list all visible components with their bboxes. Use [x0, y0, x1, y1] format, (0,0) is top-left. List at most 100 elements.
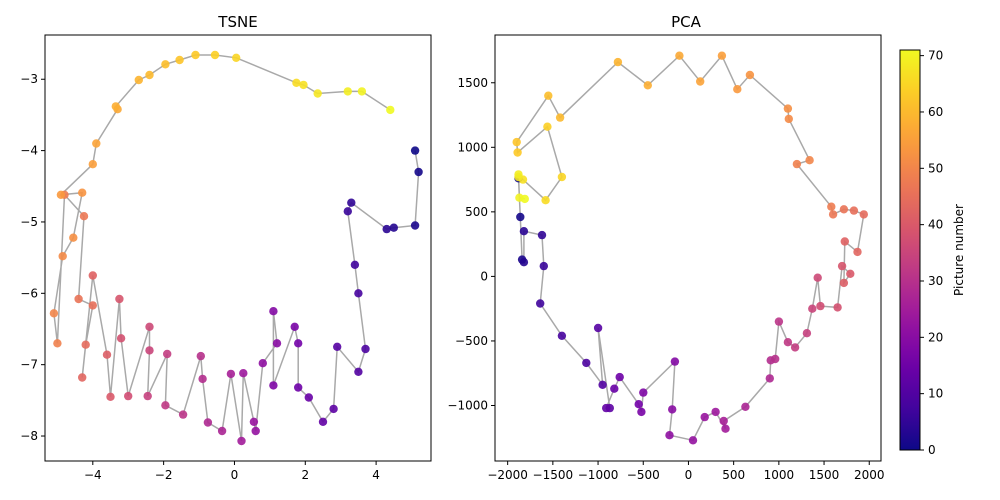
pca-data-point [670, 357, 680, 366]
pca-data-point [696, 77, 705, 86]
pca-data-point [539, 261, 548, 271]
tsne-data-point [81, 340, 90, 349]
tsne-data-point [145, 346, 154, 355]
tsne-data-point [357, 87, 367, 96]
pca-data-point [602, 403, 611, 413]
tsne-data-point [272, 339, 282, 348]
tsne-y-tick-label: −6 [20, 286, 38, 300]
pca-y-tick-label: 1500 [457, 76, 488, 90]
tsne-y-tick-label: −3 [20, 72, 38, 86]
pca-data-point [665, 431, 674, 440]
pca-data-point [783, 104, 793, 113]
pca-data-point [598, 380, 607, 389]
pca-x-tick-label: 0 [685, 468, 693, 482]
tsne-data-point [161, 60, 170, 69]
pca-points [512, 51, 868, 445]
tsne-data-point [269, 307, 278, 316]
pca-x-tick-label: 1500 [809, 468, 840, 482]
pca-data-point [853, 247, 862, 257]
tsne-data-point [143, 391, 152, 401]
pca-data-point [827, 202, 836, 211]
colorbar-label: Picture number [952, 204, 966, 296]
pca-x-tick-label: 1000 [764, 468, 795, 482]
tsne-y-tick-label: −7 [20, 358, 38, 372]
tsne-data-point [410, 146, 420, 155]
tsne-data-point [354, 289, 363, 298]
pca-data-point [833, 303, 842, 312]
colorbar-ticks: 0 10 20 30 40 50 60 70 [920, 49, 943, 457]
tsne-data-point [124, 391, 133, 401]
pca-data-point [741, 402, 750, 411]
pca-data-point [610, 384, 619, 393]
tsne-data-point [210, 50, 220, 60]
pca-data-point [837, 261, 847, 271]
pca-data-point [688, 436, 698, 445]
pca-data-point [765, 374, 774, 383]
pca-data-point [711, 407, 720, 417]
tsne-data-point [198, 374, 207, 384]
pca-data-point [700, 412, 709, 422]
pca-trajectory-line [515, 54, 865, 442]
tsne-data-point [196, 351, 205, 361]
tsne-data-point [56, 190, 66, 199]
pca-data-point [733, 85, 742, 94]
tsne-data-point [382, 224, 391, 234]
tsne-y-tick-label: −5 [20, 215, 38, 229]
pca-data-point [516, 212, 525, 222]
tsne-data-point [203, 418, 213, 427]
pca-title: PCA [671, 13, 702, 31]
pca-x-axis: −2000 −1500 −1000 −500 0 500 1000 1500 2000 [487, 461, 885, 482]
pca-data-point [745, 70, 755, 80]
pca-data-point [813, 273, 822, 282]
pca-data-point [802, 329, 812, 338]
pca-x-tick-label: −500 [627, 468, 660, 482]
tsne-data-point [269, 381, 278, 390]
pca-panel: PCA −2000 −1500 −1000 −500 0 500 1000 1500 2000 … [447, 13, 884, 482]
tsne-x-tick-label: −2 [155, 468, 173, 482]
pca-data-point [717, 51, 727, 60]
tsne-data-point [53, 339, 62, 348]
pca-data-point [828, 210, 838, 219]
pca-x-tick-label: 2000 [854, 468, 885, 482]
tsne-data-point [69, 233, 78, 242]
pca-data-point [541, 196, 550, 205]
colorbar-tick-label: 50 [928, 161, 943, 175]
tsne-data-point [361, 344, 370, 354]
pca-data-point [537, 230, 547, 240]
tsne-data-point [386, 105, 395, 115]
tsne-x-tick-label: −4 [84, 468, 102, 482]
pca-data-point [593, 323, 603, 333]
pca-data-point [557, 172, 567, 182]
pca-data-point [849, 206, 859, 215]
pca-data-point [859, 210, 868, 219]
pca-data-point [615, 372, 624, 382]
tsne-data-point [161, 401, 170, 410]
pca-data-point [519, 227, 529, 236]
colorbar-tick-label: 70 [928, 49, 943, 63]
tsne-data-point [178, 410, 188, 419]
pca-data-point [839, 205, 849, 214]
pca-data-point [634, 400, 643, 409]
tsne-data-point [251, 426, 260, 436]
pca-data-point [675, 51, 684, 60]
pca-data-point [839, 278, 849, 288]
tsne-data-point [163, 349, 172, 359]
tsne-data-point [318, 417, 328, 426]
pca-data-point [719, 416, 728, 426]
pca-data-point [613, 57, 623, 67]
pca-data-point [536, 299, 545, 308]
tsne-plot-frame [44, 34, 432, 462]
tsne-data-point [292, 78, 301, 88]
pca-y-tick-label: −1000 [447, 398, 488, 412]
pca-data-point [557, 331, 567, 340]
pca-y-tick-label: 500 [465, 205, 488, 219]
pca-y-tick-label: 1000 [457, 140, 488, 154]
pca-y-tick-label: −500 [455, 334, 488, 348]
pca-data-point [808, 304, 817, 313]
pca-x-tick-label: 500 [722, 468, 745, 482]
pca-data-point [512, 137, 521, 147]
pca-y-tick-label: 0 [480, 269, 488, 283]
tsne-y-tick-label: −8 [20, 429, 38, 443]
tsne-data-point [49, 309, 59, 318]
